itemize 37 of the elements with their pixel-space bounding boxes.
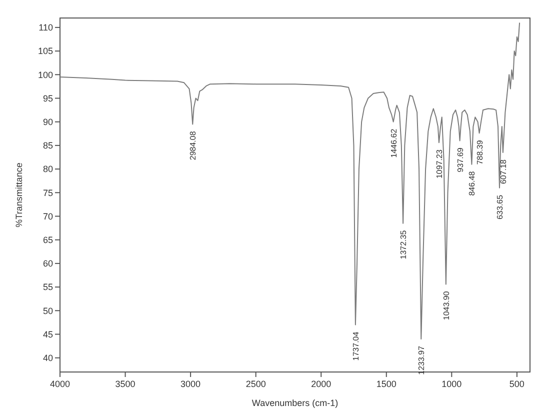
y-tick-label: 60 bbox=[42, 258, 53, 269]
annotation: 788.39 bbox=[475, 140, 484, 165]
y-tick-label: 110 bbox=[38, 22, 53, 33]
annotation: 1737.04 bbox=[351, 331, 360, 361]
y-tick-label: 100 bbox=[38, 70, 53, 80]
annotation: 2984.08 bbox=[188, 130, 198, 160]
annotation: 846.48 bbox=[468, 170, 477, 196]
x-tick-label: 3000 bbox=[180, 379, 201, 389]
annotation: 1043.90 bbox=[442, 290, 451, 320]
x-tick-label: 4000 bbox=[50, 379, 70, 389]
annotation: 937.69 bbox=[456, 147, 465, 172]
y-tick-label: 80 bbox=[42, 164, 53, 174]
annotation: 607.18 bbox=[498, 158, 508, 184]
y-tick-label: 85 bbox=[42, 140, 53, 151]
y-tick-label: 70 bbox=[42, 211, 53, 222]
x-tick-label: 500 bbox=[509, 379, 524, 389]
annotation: 1446.62 bbox=[389, 128, 398, 158]
x-tick-label: 3500 bbox=[115, 379, 136, 389]
x-tick-label: 2000 bbox=[311, 379, 332, 389]
annotation: 1097.23 bbox=[434, 149, 444, 179]
y-axis-title: %Transmittance bbox=[14, 162, 24, 228]
y-tick-label: 65 bbox=[42, 234, 53, 245]
y-tick-label: 95 bbox=[42, 93, 53, 104]
y-tick-label: 45 bbox=[42, 329, 53, 340]
annotation: 633.65 bbox=[495, 194, 504, 220]
y-tick-label: 75 bbox=[42, 188, 53, 198]
annotation: 1372.35 bbox=[399, 230, 408, 260]
y-tick-label: 90 bbox=[42, 116, 53, 127]
x-tick-label: 1000 bbox=[442, 379, 462, 389]
y-tick-label: 40 bbox=[42, 352, 53, 363]
x-tick-label: 1500 bbox=[376, 379, 396, 389]
y-tick-label: 50 bbox=[42, 306, 53, 316]
x-axis-title: Wavenumbers (cm-1) bbox=[252, 398, 338, 408]
y-tick-label: 55 bbox=[42, 282, 53, 292]
annotation: 1233.97 bbox=[417, 345, 426, 375]
x-tick-label: 2500 bbox=[246, 379, 266, 389]
y-tick-label: 105 bbox=[38, 46, 53, 56]
